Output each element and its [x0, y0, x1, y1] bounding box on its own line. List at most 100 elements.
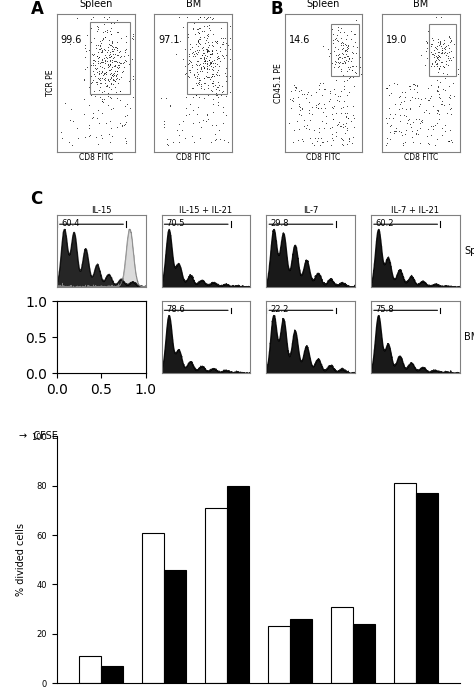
Point [314, 102, 321, 114]
Point [407, 121, 415, 132]
Point [404, 115, 412, 126]
Point [193, 44, 201, 55]
Point [203, 60, 210, 71]
Point [61, 98, 68, 109]
Text: 99.6: 99.6 [61, 35, 82, 45]
Point [215, 99, 222, 110]
Point [434, 50, 442, 61]
Point [95, 118, 102, 129]
Point [185, 57, 193, 68]
Point [95, 52, 103, 63]
Point [437, 76, 444, 87]
Point [315, 102, 322, 114]
Point [218, 49, 226, 60]
Text: 70.5: 70.5 [166, 219, 184, 228]
Point [90, 68, 97, 79]
Point [109, 52, 117, 63]
Text: BM: BM [413, 0, 428, 9]
Point [98, 86, 106, 98]
Point [107, 77, 115, 88]
Point [115, 61, 122, 72]
Point [454, 63, 462, 75]
Point [307, 90, 314, 101]
Point [338, 133, 346, 144]
Point [225, 39, 232, 50]
Point [197, 52, 204, 63]
Point [429, 34, 437, 45]
Point [405, 80, 413, 91]
Point [185, 54, 192, 66]
Point [116, 52, 123, 63]
Point [97, 43, 105, 54]
Point [397, 96, 404, 107]
Point [417, 99, 424, 110]
Point [98, 66, 106, 77]
Point [315, 79, 323, 91]
Point [114, 62, 122, 73]
Point [192, 58, 200, 69]
Point [160, 115, 167, 126]
Point [436, 54, 443, 65]
Point [200, 52, 208, 63]
Point [290, 125, 298, 136]
X-axis label: CD8 FITC: CD8 FITC [404, 153, 438, 162]
Point [430, 45, 438, 56]
Point [203, 71, 211, 82]
Point [349, 48, 357, 59]
Point [109, 102, 117, 114]
Point [292, 82, 299, 93]
Point [114, 68, 121, 79]
Point [118, 67, 126, 78]
Point [354, 42, 361, 53]
Point [96, 82, 104, 93]
Point [337, 39, 345, 50]
Point [192, 89, 200, 100]
X-axis label: CD8 FITC: CD8 FITC [306, 153, 341, 162]
Point [190, 70, 198, 81]
Point [446, 104, 453, 115]
Point [204, 72, 211, 83]
Point [296, 85, 303, 96]
Point [104, 99, 112, 110]
Point [447, 125, 454, 136]
Point [122, 30, 130, 41]
Point [92, 77, 100, 88]
Point [122, 138, 130, 149]
Point [173, 49, 180, 60]
Point [128, 33, 136, 44]
Point [342, 51, 349, 62]
Point [184, 70, 192, 82]
Point [215, 50, 222, 61]
Point [108, 45, 116, 56]
Point [424, 43, 431, 54]
Point [199, 43, 206, 54]
Point [445, 43, 453, 54]
Point [220, 135, 228, 146]
Point [209, 28, 217, 39]
Point [105, 82, 112, 93]
Point [204, 45, 211, 56]
Point [213, 54, 220, 65]
Point [439, 84, 447, 95]
Point [115, 77, 122, 89]
Point [415, 114, 423, 125]
Point [122, 47, 129, 58]
Point [413, 86, 421, 98]
Point [392, 125, 400, 137]
Point [101, 74, 109, 85]
Point [444, 47, 451, 59]
Point [204, 89, 211, 100]
Point [353, 67, 360, 78]
Point [106, 68, 114, 79]
Point [415, 101, 423, 112]
Point [434, 58, 441, 69]
Point [437, 37, 444, 48]
Point [433, 40, 440, 52]
Point [330, 34, 337, 45]
Point [191, 17, 198, 28]
Point [349, 40, 357, 52]
Point [212, 87, 220, 98]
Point [203, 56, 211, 67]
Point [223, 85, 230, 96]
Point [73, 123, 81, 134]
